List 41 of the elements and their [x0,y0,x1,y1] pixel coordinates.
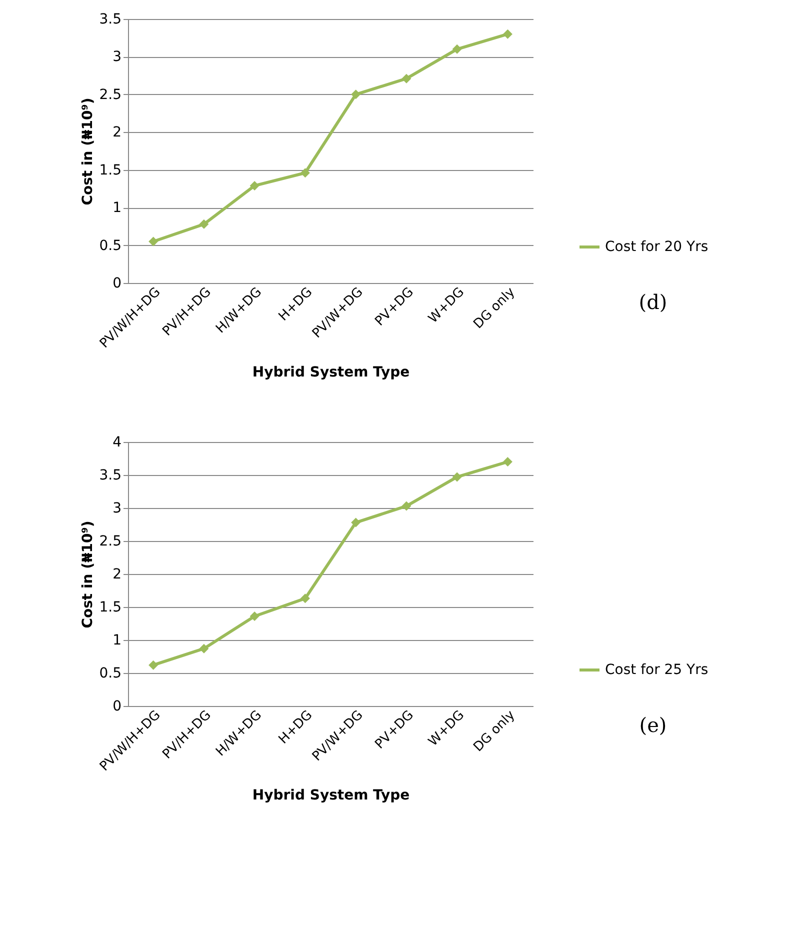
point [502,29,512,39]
point [452,472,462,482]
y-axis-title: Cost in (₦10⁹) [80,98,96,206]
point [148,236,158,246]
x-axis-title: Hybrid System Type [252,788,410,804]
y-tick-label: 0.5 [99,238,122,254]
text: (d) [638,290,668,314]
point [502,457,512,467]
y-tick-label: 2.5 [99,534,122,550]
point [351,90,361,100]
point [300,168,310,178]
y-tick-label: 3 [112,49,122,66]
y-tick-label: 1 [112,632,122,648]
y-tick-label: 2 [112,566,122,582]
point [402,501,412,511]
point [148,660,158,670]
y-tick-label: 2 [112,124,122,141]
point [199,219,209,229]
y-tick-label: 1 [112,200,122,216]
point [402,74,412,84]
legend-label: Cost for 20 Yrs [605,238,708,255]
point [250,180,260,190]
y-tick-label: 0.5 [99,666,122,682]
point [199,644,209,654]
point [250,611,260,621]
point [300,594,310,604]
y-tick-label: 2.5 [99,86,122,103]
text: (e) [639,713,667,737]
y-tick-label: 3.5 [99,468,122,484]
y-tick-label: 0 [112,276,122,292]
point [351,518,361,528]
y-tick-label: 0 [112,698,122,714]
y-tick-label: 3.5 [99,12,122,28]
y-tick-label: 1.5 [99,600,122,616]
y-tick-label: 1.5 [99,162,122,178]
y-axis-title: Cost in (₦10⁹) [80,520,96,628]
legend-label: Cost for 25 Yrs [605,662,708,678]
y-tick-label: 4 [112,434,122,450]
y-tick-label: 3 [112,500,122,516]
point [452,44,462,54]
x-axis-title: Hybrid System Type [252,364,410,381]
